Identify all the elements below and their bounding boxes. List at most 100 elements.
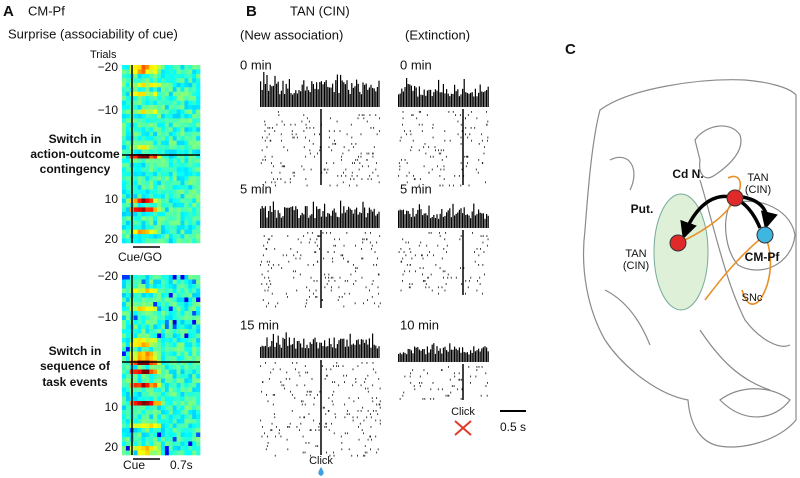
heatmap-cell: [168, 297, 173, 303]
spike: [268, 264, 270, 266]
heatmap-cell: [145, 229, 150, 235]
spike: [419, 267, 421, 269]
heatmap-cell: [122, 176, 127, 181]
heatmap-cell: [153, 136, 158, 141]
heatmap-cell: [122, 428, 127, 433]
heatmap-cell: [145, 365, 150, 370]
spike: [286, 371, 288, 374]
heatmap-cell: [149, 297, 154, 303]
heatmap-cell: [133, 365, 138, 370]
heatmap-cell: [192, 149, 197, 155]
heatmap-cell: [176, 392, 181, 397]
spike: [421, 254, 423, 257]
psth-bar: [284, 93, 286, 107]
heatmap-cell: [137, 149, 142, 155]
heatmap-cell: [161, 293, 166, 298]
spike: [291, 130, 293, 132]
heatmap-cell: [188, 383, 193, 388]
spike: [399, 398, 401, 400]
heatmap-cell: [180, 220, 185, 226]
heatmap-cell: [145, 374, 150, 379]
spike: [329, 454, 331, 457]
heatmap-cell: [145, 369, 150, 375]
heatmap-cell: [122, 211, 127, 217]
psth-bar: [378, 80, 380, 107]
heatmap-cell: [188, 329, 193, 334]
heatmap-cell: [153, 450, 158, 456]
spike: [413, 178, 415, 180]
heatmap-cell: [161, 432, 166, 438]
spike: [435, 149, 436, 152]
heatmap-cell: [161, 279, 166, 285]
heatmap-cell: [180, 279, 185, 285]
heatmap-cell: [161, 180, 166, 186]
heatmap-cell: [188, 131, 193, 137]
psth-bar: [486, 213, 488, 228]
heatmap-cell: [168, 342, 173, 348]
heatmap-cell: [196, 441, 201, 447]
heatmap-cell: [188, 293, 193, 298]
spike: [330, 289, 332, 292]
spike: [332, 394, 334, 396]
spike: [442, 184, 444, 187]
heatmap-cell: [149, 216, 154, 222]
psth-bar: [284, 207, 286, 228]
heatmap-cell: [172, 225, 177, 230]
heatmap-cell: [125, 162, 131, 168]
spike: [306, 299, 308, 301]
heatmap-cell: [176, 65, 181, 70]
spike: [372, 152, 374, 155]
psth-bar: [298, 218, 300, 228]
time-label: 10 min: [400, 317, 439, 332]
psth-bar: [354, 86, 356, 107]
spike: [298, 371, 300, 374]
spike: [453, 385, 455, 387]
spike: [262, 299, 264, 301]
heatmap-cell: [141, 288, 146, 294]
psth-bar: [438, 79, 440, 107]
heatmap-cell: [122, 419, 127, 424]
spike: [406, 181, 408, 184]
heatmap-cell: [149, 333, 154, 339]
heatmap-cell: [161, 428, 166, 433]
heatmap-cell: [149, 342, 154, 348]
heatmap-cell: [172, 91, 177, 97]
heatmap-cell: [196, 342, 201, 348]
heatmap-cell: [141, 275, 146, 280]
spike: [482, 241, 484, 244]
psth-bar: [360, 339, 362, 358]
heatmap-cell: [172, 229, 177, 235]
heatmap-cell: [145, 320, 150, 325]
spike: [289, 181, 291, 184]
spike: [369, 435, 371, 438]
spike: [310, 276, 312, 279]
spike: [457, 133, 459, 136]
psth-bar: [298, 340, 300, 358]
spike: [332, 403, 334, 406]
psth-bar: [444, 346, 446, 362]
heatmap-cell: [184, 127, 189, 133]
spike: [373, 146, 375, 148]
heatmap-cell: [172, 96, 177, 101]
heatmap-cell: [141, 324, 146, 330]
heatmap-cell: [161, 288, 166, 294]
heatmap-cell: [122, 365, 127, 370]
psth-bar: [373, 88, 375, 107]
heatmap-cell: [161, 405, 166, 411]
heatmap-cell: [153, 428, 158, 433]
psth-bar: [308, 217, 310, 228]
psth-bar: [442, 216, 444, 228]
spike: [362, 238, 364, 241]
heatmap-cell: [164, 65, 170, 70]
spike: [363, 302, 364, 305]
heatmap-cell: [184, 365, 189, 370]
heatmap-cell: [153, 149, 158, 155]
heatmap-cell: [172, 293, 177, 298]
psth-bar: [298, 90, 300, 107]
heatmap-cell: [122, 450, 127, 456]
heatmap-cell: [157, 428, 162, 433]
psth-bar: [404, 214, 406, 228]
psth-bar: [481, 91, 483, 107]
psth-bar: [450, 349, 452, 362]
spike: [282, 254, 284, 257]
